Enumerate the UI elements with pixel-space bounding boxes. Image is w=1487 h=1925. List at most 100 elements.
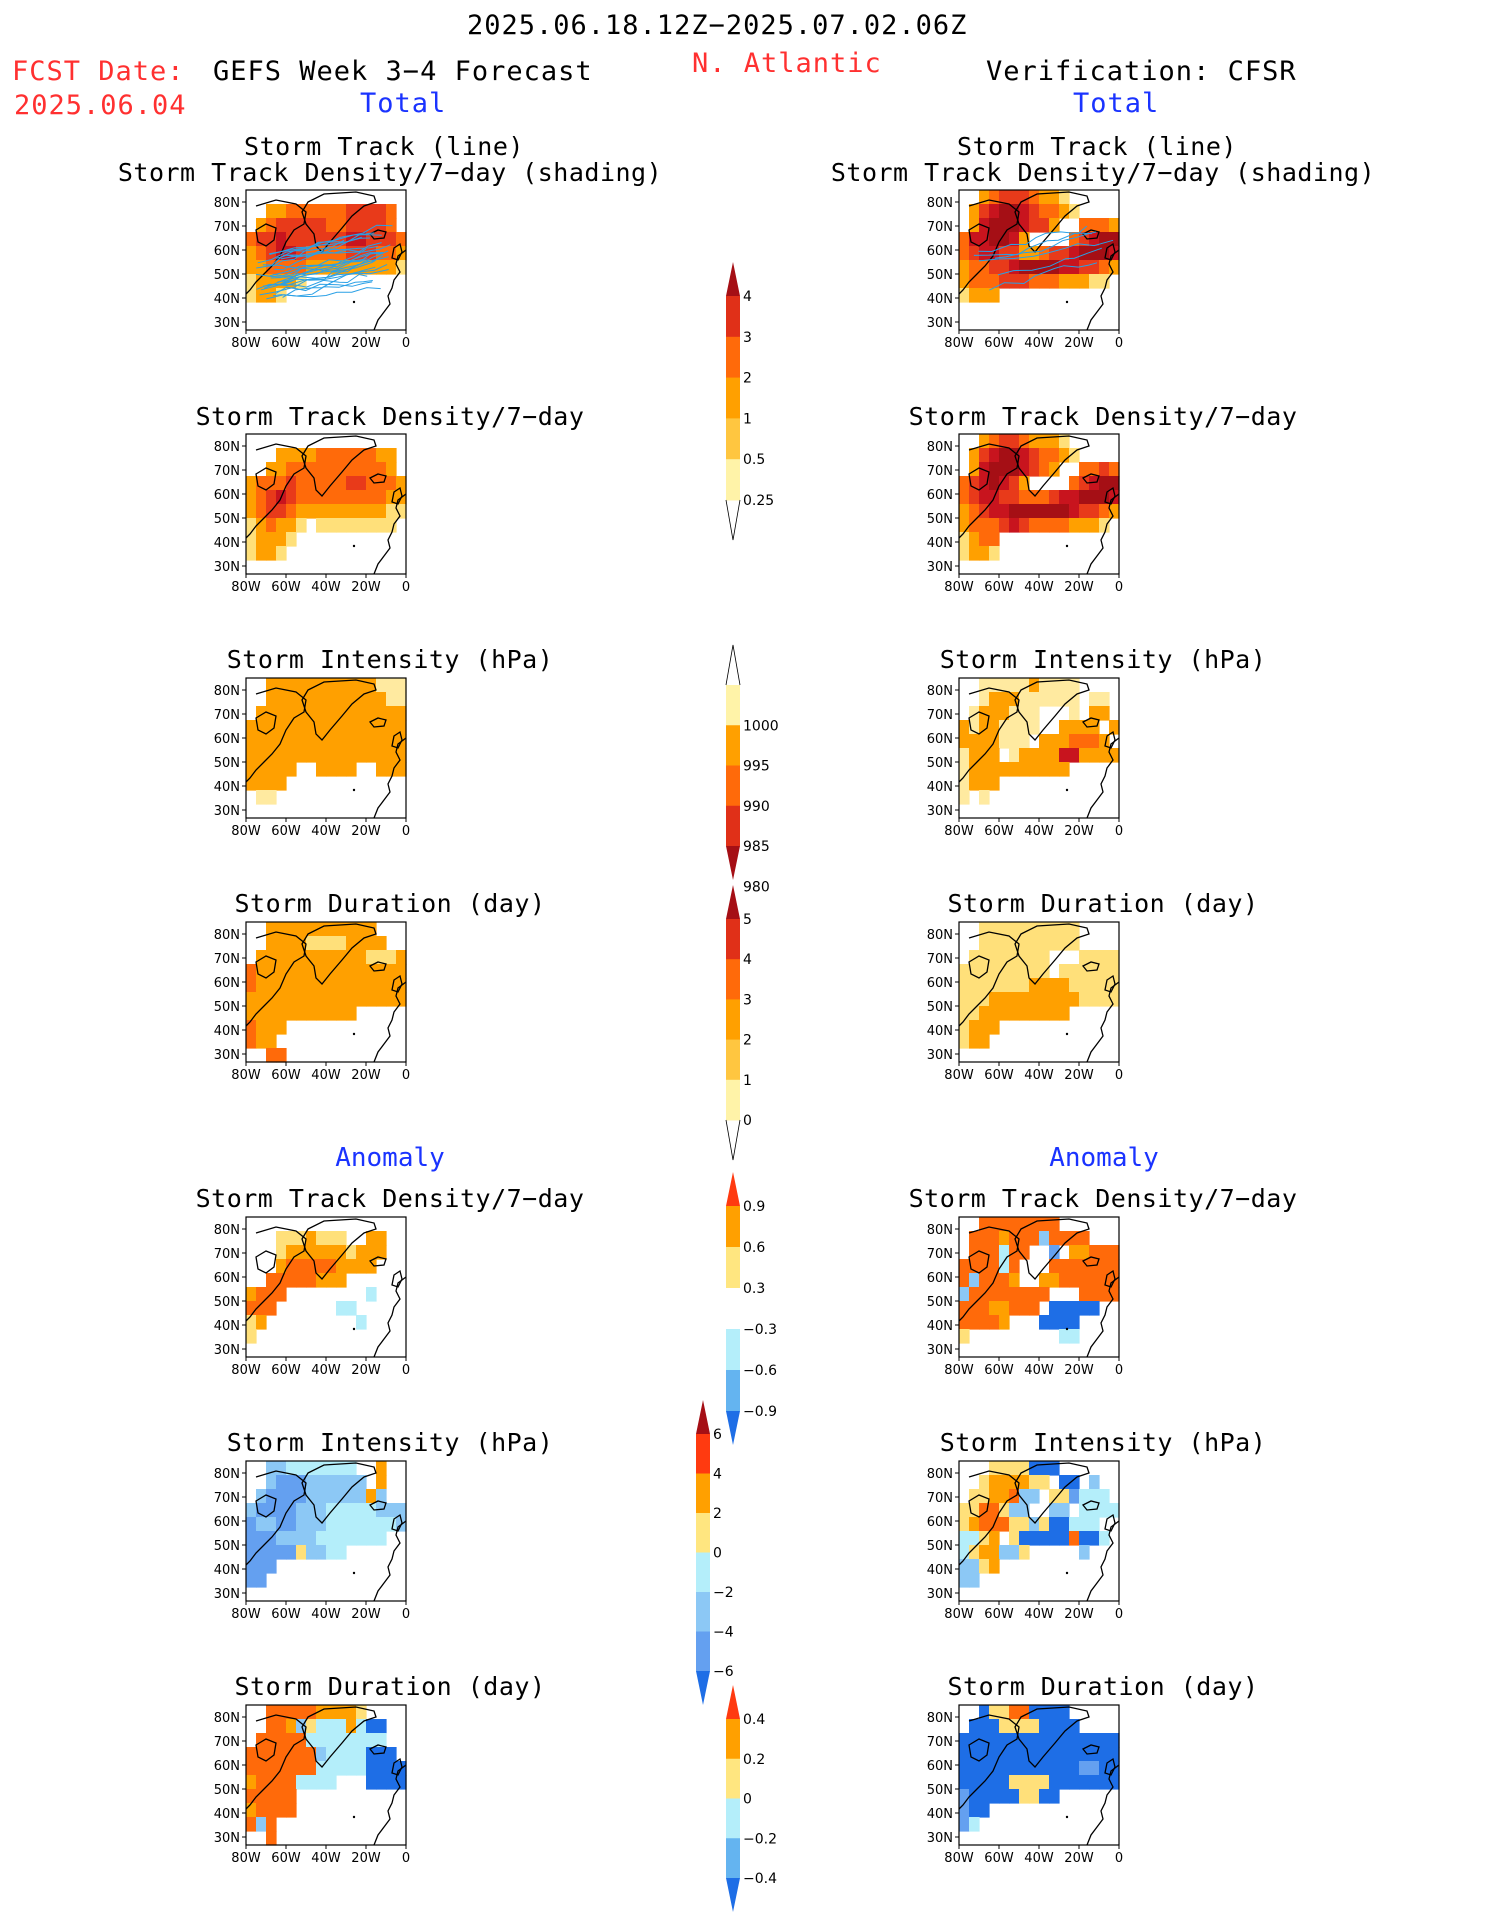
grid-cell [266,1461,277,1476]
grid-cell [1029,274,1040,289]
grid-cell [979,476,990,491]
x-tick-label: 20W [1064,1363,1094,1378]
grid-cell [1039,1006,1050,1021]
y-tick-label: 60N [214,244,240,259]
grid-cell [1099,1733,1110,1748]
grid-cell [979,434,990,449]
coastline [368,961,387,972]
colorbar-segment [726,1329,740,1371]
grid-cell [296,922,307,937]
grid-cell [306,1461,317,1476]
y-tick-label: 30N [927,804,953,819]
grid-cell [1009,190,1020,205]
coastline [1014,923,1090,985]
grid-cell [316,260,327,275]
grid-cell [979,762,990,777]
grid-cell [246,1761,257,1776]
grid-cell [266,678,277,693]
grid-cell [376,992,387,1007]
grid-cell [286,1517,297,1532]
grid-cell [326,1006,337,1021]
colorbar-segment [726,336,740,379]
grid-cell [346,260,357,275]
grid-cell [346,1761,357,1776]
grid-cell [1069,1489,1080,1504]
y-tick-label: 40N [927,292,953,307]
grid-cell [1059,1273,1070,1288]
grid-cell [326,1475,337,1490]
grid-cell [396,762,407,777]
grid-cell [346,1475,357,1490]
grid-cell [346,678,357,693]
grid-cell [1029,678,1040,693]
grid-cell [1039,1231,1050,1246]
grid-cell [1059,1761,1070,1776]
colorbar-label: 0 [743,1113,752,1129]
grid-cell [1049,992,1060,1007]
grid-cell [1039,1705,1050,1720]
grid-cell [276,1531,287,1546]
grid-cell [396,260,407,275]
grid-cell [1049,1789,1060,1804]
grid-cell [386,1775,397,1790]
grid-cell [286,504,297,519]
grid-cell [256,1287,267,1302]
grid-cell [1019,1301,1030,1316]
coastline [373,249,407,331]
y-tick-label: 40N [214,1807,240,1822]
grid-cell [1069,1329,1080,1344]
grid-cell [1019,518,1030,533]
grid-cell [979,734,990,749]
grid-cell [959,476,970,491]
grid-cell [969,1789,980,1804]
grid-cell [979,1231,990,1246]
coastline [368,1744,387,1755]
grid-cell [276,936,287,951]
grid-cell [376,734,387,749]
coastline [373,1520,407,1602]
colorbar-segment [726,296,740,338]
colorbar-label: −6 [713,1664,734,1680]
grid-cell [336,734,347,749]
grid-cell [999,490,1010,505]
grid-cell [989,950,1000,965]
grid-cell [1009,1503,1020,1518]
grid-cell [979,288,990,303]
grid-cell [1059,936,1070,951]
grid-cell [1009,1545,1020,1560]
coastline [1014,1706,1090,1768]
grid-cell [979,1705,990,1720]
grid-cell [256,950,267,965]
grid-cell [1039,1775,1050,1790]
grid-cell [1059,1475,1070,1490]
grid-cell [276,546,287,561]
y-tick-label: 50N [214,268,240,283]
coastline [391,486,403,505]
grid-cell [1089,1517,1100,1532]
grid-cell [1089,1775,1100,1790]
grid-cell [316,232,327,247]
grid-cell [346,950,357,965]
y-tick-label: 60N [214,1759,240,1774]
grid-cell [366,978,377,993]
y-tick-label: 30N [214,316,240,331]
grid-cell [989,434,1000,449]
grid-cell [346,992,357,1007]
storm-track-line [282,269,389,298]
grid-cell [1099,964,1110,979]
grid-cell [989,518,1000,533]
grid-cell [1029,720,1040,735]
y-tick-label: 60N [927,976,953,991]
grid-cell [356,922,367,937]
x-tick-label: 80W [231,1607,261,1622]
grid-cell [1069,1719,1080,1734]
grid-cell [1069,232,1080,247]
grid-cell [1029,978,1040,993]
grid-cell [326,232,337,247]
grid-cell [256,476,267,491]
grid-cell [356,734,367,749]
grid-cell [1079,518,1090,533]
grid-cell [346,518,357,533]
grid-cell [989,1217,1000,1232]
grid-cell [1069,964,1080,979]
